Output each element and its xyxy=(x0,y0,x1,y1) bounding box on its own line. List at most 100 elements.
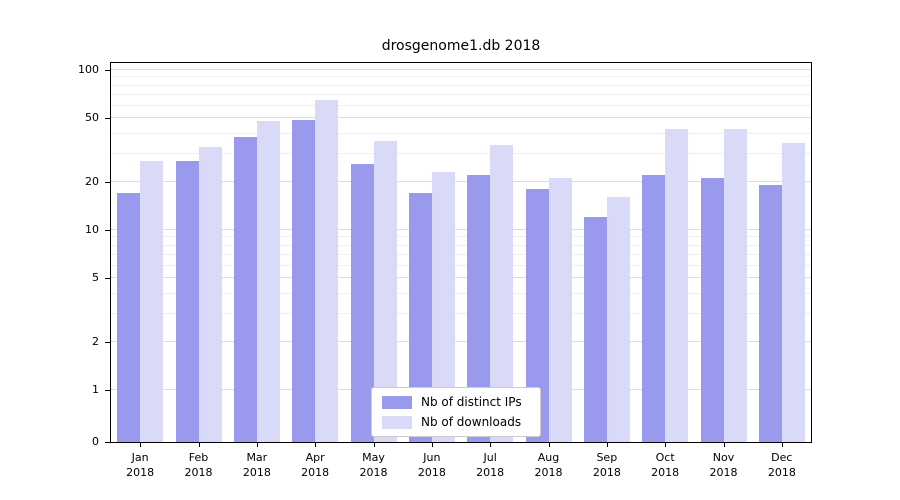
x-tick-year: 2018 xyxy=(126,466,155,479)
major-gridline xyxy=(111,180,811,182)
x-tick-month: Jul xyxy=(483,451,497,464)
minor-gridline xyxy=(111,244,811,246)
bar-downloads-oct xyxy=(665,128,689,442)
x-tick-label-dec: Dec 2018 xyxy=(753,450,811,480)
y-axis: 0 1 2 5 10 20 50 100 xyxy=(0,62,110,448)
y-tick-label: 5 xyxy=(92,271,99,285)
minor-gridline xyxy=(111,152,811,154)
bar-distinct-ips-jun xyxy=(408,193,432,442)
minor-gridline xyxy=(111,253,811,255)
y-tick-label: 1 xyxy=(92,383,99,396)
y-tick-label: 50 xyxy=(85,111,99,125)
x-tick-month: Aug xyxy=(537,451,560,464)
x-tick-mark xyxy=(781,443,783,447)
y-tick-mark xyxy=(105,181,110,183)
x-tick-label-nov: Nov 2018 xyxy=(695,450,753,480)
y-tick-mark xyxy=(105,278,110,280)
minor-gridline xyxy=(111,236,811,238)
bar-distinct-ips-feb xyxy=(175,160,199,442)
y-tick-label: 100 xyxy=(78,63,99,76)
x-tick-mark xyxy=(140,443,142,447)
x-tick-year: 2018 xyxy=(767,466,796,479)
minor-gridline xyxy=(111,93,811,95)
y-tick-mark xyxy=(105,442,110,443)
x-tick-mark xyxy=(373,443,375,447)
y-tick-mark xyxy=(105,341,110,343)
legend-swatch-distinct-ips xyxy=(382,395,412,409)
legend: Nb of distinct IPs Nb of downloads xyxy=(371,387,541,437)
x-tick-mark xyxy=(315,443,317,447)
legend-entry-distinct-ips: Nb of distinct IPs xyxy=(382,395,522,409)
x-tick-label-may: May 2018 xyxy=(345,450,403,480)
x-tick-mark xyxy=(665,443,667,447)
x-tick-label-jan: Jan 2018 xyxy=(111,450,169,480)
bar-downloads-may xyxy=(373,141,397,442)
legend-label-downloads: Nb of downloads xyxy=(421,415,522,429)
minor-gridline xyxy=(111,84,811,86)
y-tick-label: 2 xyxy=(92,334,99,348)
bar-downloads-nov xyxy=(723,128,747,442)
x-tick-mark xyxy=(256,443,258,447)
bar-downloads-apr xyxy=(315,99,339,442)
bar-downloads-jan xyxy=(140,160,164,442)
bar-distinct-ips-jan xyxy=(117,193,141,442)
x-tick-label-oct: Oct 2018 xyxy=(636,450,694,480)
y-tick-label: 20 xyxy=(85,174,99,188)
x-tick-label-feb: Feb 2018 xyxy=(170,450,228,480)
x-tick-month: Nov xyxy=(712,451,735,464)
x-tick-year: 2018 xyxy=(417,466,446,479)
y-tick-mark xyxy=(105,230,110,231)
y-tick-label: 10 xyxy=(85,223,99,236)
x-tick-year: 2018 xyxy=(651,466,680,479)
y-tick-label: 0 xyxy=(92,435,99,448)
y-tick-mark xyxy=(105,70,110,71)
minor-gridline xyxy=(111,264,811,266)
bar-downloads-sep xyxy=(606,197,630,442)
x-tick-mark xyxy=(431,443,433,447)
bar-distinct-ips-may xyxy=(350,163,374,442)
x-tick-month: Jun xyxy=(423,451,441,464)
bar-downloads-feb xyxy=(198,147,222,442)
x-tick-month: May xyxy=(362,451,385,464)
bar-distinct-ips-sep xyxy=(583,217,607,442)
chart-title: drosgenome1.db 2018 xyxy=(381,38,541,54)
minor-gridline xyxy=(111,292,811,294)
x-tick-label-jul: Jul 2018 xyxy=(461,450,519,480)
x-tick-month: Oct xyxy=(655,451,675,464)
x-tick-year: 2018 xyxy=(301,466,330,479)
bar-distinct-ips-mar xyxy=(233,137,257,442)
x-tick-month: Jan xyxy=(131,451,149,464)
bar-downloads-aug xyxy=(548,178,572,442)
x-tick-label-jun: Jun 2018 xyxy=(403,450,461,480)
x-tick-label-apr: Apr 2018 xyxy=(286,450,344,480)
y-tick-mark xyxy=(105,118,110,120)
bar-distinct-ips-nov xyxy=(700,178,724,442)
major-gridline xyxy=(111,277,811,279)
bar-downloads-dec xyxy=(781,142,805,442)
x-tick-year: 2018 xyxy=(242,466,271,479)
x-tick-year: 2018 xyxy=(534,466,563,479)
bar-downloads-jun xyxy=(431,172,455,442)
legend-entry-downloads: Nb of downloads xyxy=(382,415,522,429)
x-tick-year: 2018 xyxy=(476,466,505,479)
x-tick-label-sep: Sep 2018 xyxy=(578,450,636,480)
bar-downloads-jul xyxy=(490,144,514,442)
x-tick-year: 2018 xyxy=(359,466,388,479)
x-tick-month: Dec xyxy=(771,451,793,464)
x-tick-year: 2018 xyxy=(709,466,738,479)
major-gridline xyxy=(111,117,811,119)
bar-distinct-ips-dec xyxy=(758,185,782,442)
x-tick-label-mar: Mar 2018 xyxy=(228,450,286,480)
x-tick-month: Apr xyxy=(305,451,325,464)
x-tick-mark xyxy=(198,443,200,447)
minor-gridline xyxy=(111,104,811,106)
major-gridline xyxy=(111,69,811,70)
bar-distinct-ips-jul xyxy=(467,175,491,442)
x-tick-month: Feb xyxy=(188,451,209,464)
x-tick-label-aug: Aug 2018 xyxy=(520,450,578,480)
bar-distinct-ips-oct xyxy=(642,175,666,442)
x-tick-year: 2018 xyxy=(184,466,213,479)
x-tick-mark xyxy=(606,443,608,447)
x-axis: Jan 2018 Feb 2018 Mar 2018 Apr 2018 May 2018 Jun 20… xyxy=(110,443,812,495)
major-gridline xyxy=(111,340,811,342)
